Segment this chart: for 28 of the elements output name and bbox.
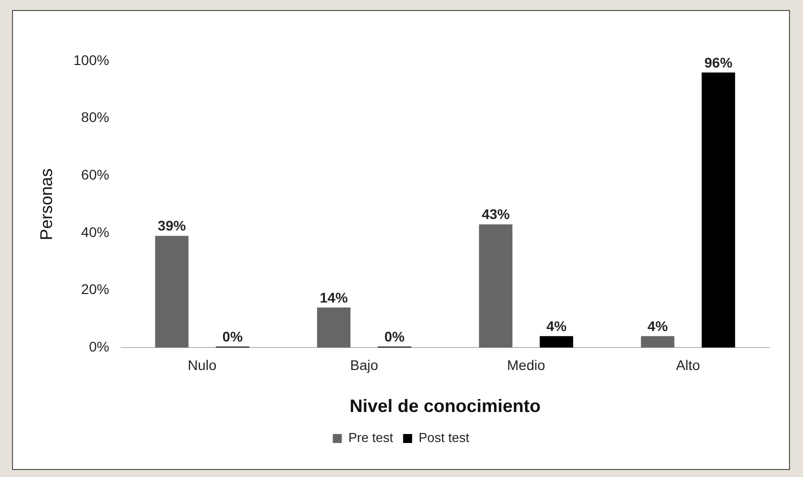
data-label: 39% xyxy=(158,218,186,234)
x-tick-label: Medio xyxy=(507,356,546,373)
y-axis-title: Personas xyxy=(36,168,56,240)
bar xyxy=(155,236,189,348)
data-label: 43% xyxy=(482,206,510,222)
y-tick-label: 20% xyxy=(81,281,110,298)
x-axis-title: Nivel de conocimiento xyxy=(350,396,541,416)
data-label: 4% xyxy=(648,318,668,334)
bar xyxy=(479,224,512,348)
y-tick-label: 60% xyxy=(81,166,110,182)
y-tick-label: 40% xyxy=(81,224,110,240)
data-label: 0% xyxy=(384,328,406,344)
data-label: 4% xyxy=(546,318,568,334)
bar xyxy=(702,72,736,348)
legend-label: Pre test xyxy=(348,430,394,446)
x-tick-label: Nulo xyxy=(188,356,217,373)
data-label: 14% xyxy=(320,289,348,306)
bar xyxy=(317,307,350,348)
legend-label: Post test xyxy=(418,430,470,446)
y-tick-label: 100% xyxy=(73,52,110,68)
data-label: 0% xyxy=(222,328,244,344)
bar xyxy=(540,336,574,348)
x-tick-label: Bajo xyxy=(350,356,378,373)
data-label: 96% xyxy=(704,54,733,70)
y-tick-label: 80% xyxy=(81,109,110,126)
y-tick-label: 0% xyxy=(88,338,110,354)
bar xyxy=(640,336,674,348)
x-tick-label: Alto xyxy=(676,356,700,373)
